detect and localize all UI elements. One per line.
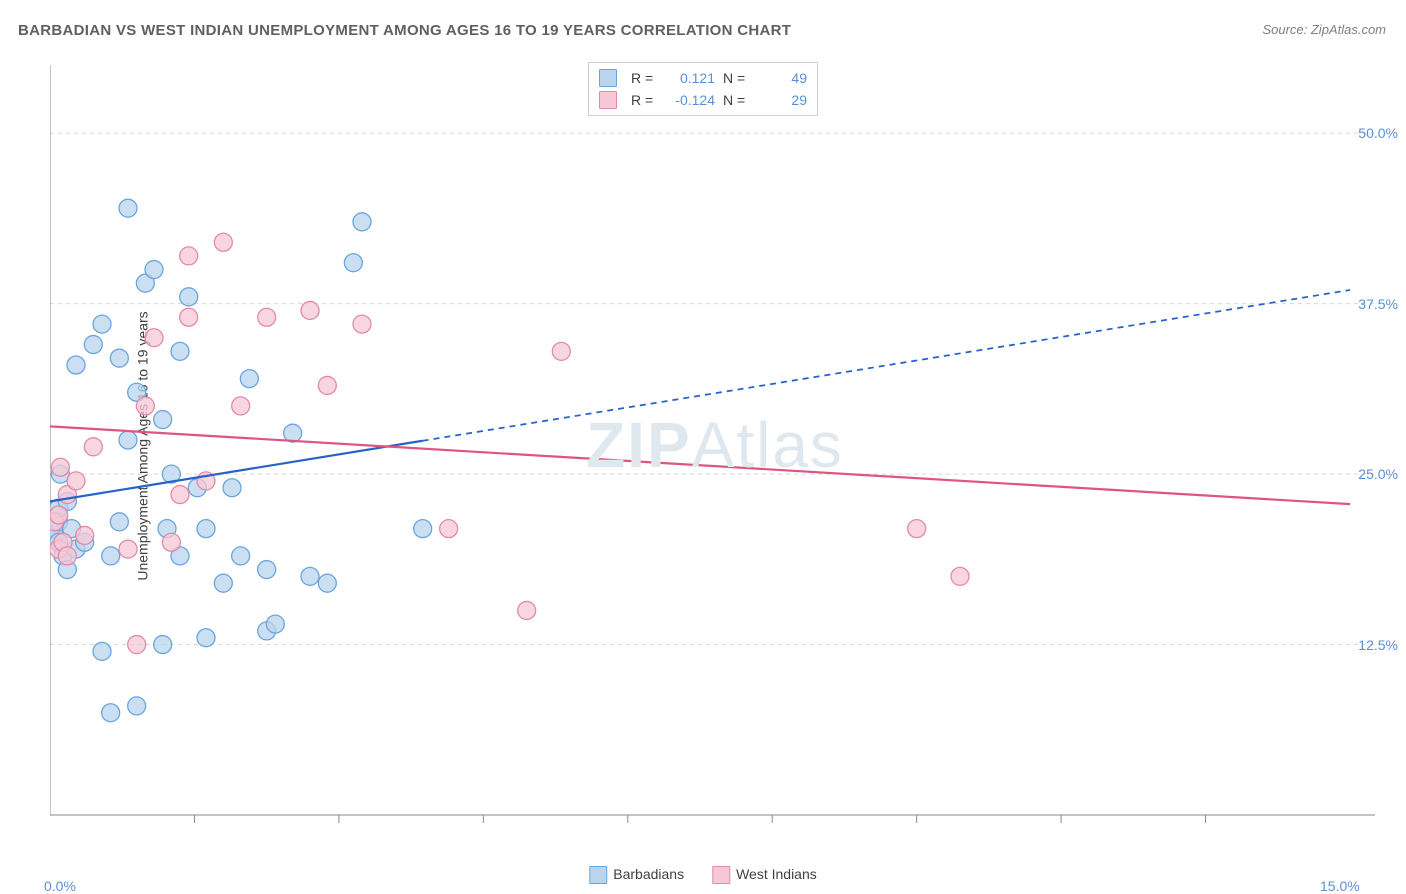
scatter-point (51, 458, 69, 476)
legend-r-value: 0.121 (665, 70, 715, 86)
legend-row: R = -0.124 N = 29 (599, 89, 807, 111)
scatter-point (93, 642, 111, 660)
scatter-point (197, 520, 215, 538)
scatter-point (232, 547, 250, 565)
scatter-point (414, 520, 432, 538)
scatter-point (119, 540, 137, 558)
trend-line-extrapolated (423, 290, 1350, 441)
scatter-point (908, 520, 926, 538)
y-tick-label: 50.0% (1358, 125, 1398, 141)
chart-title: BARBADIAN VS WEST INDIAN UNEMPLOYMENT AM… (18, 22, 791, 39)
legend-n-label: N = (723, 70, 749, 86)
scatter-point (240, 370, 258, 388)
scatter-point (145, 329, 163, 347)
scatter-point (154, 411, 172, 429)
scatter-point (214, 233, 232, 251)
scatter-point (154, 636, 172, 654)
scatter-point (180, 247, 198, 265)
scatter-point (102, 704, 120, 722)
scatter-point (258, 308, 276, 326)
correlation-legend: R = 0.121 N = 49 R = -0.124 N = 29 (588, 62, 818, 116)
legend-item: West Indians (712, 866, 817, 884)
plot-area: ZIPAtlas (50, 55, 1380, 835)
source-label: Source: ZipAtlas.com (1262, 22, 1386, 37)
series-legend: Barbadians West Indians (589, 866, 817, 884)
legend-swatch (589, 866, 607, 884)
scatter-point (50, 506, 68, 524)
scatter-point (180, 288, 198, 306)
legend-n-value: 49 (757, 70, 807, 86)
scatter-point (266, 615, 284, 633)
legend-n-value: 29 (757, 92, 807, 108)
scatter-point (76, 526, 94, 544)
legend-swatch (599, 91, 617, 109)
legend-item: Barbadians (589, 866, 684, 884)
scatter-point (232, 397, 250, 415)
legend-label: Barbadians (613, 866, 684, 882)
scatter-point (318, 376, 336, 394)
scatter-point (353, 315, 371, 333)
y-tick-label: 37.5% (1358, 296, 1398, 312)
scatter-point (58, 547, 76, 565)
legend-r-label: R = (631, 70, 657, 86)
chart-container: BARBADIAN VS WEST INDIAN UNEMPLOYMENT AM… (0, 0, 1406, 892)
scatter-point (110, 513, 128, 531)
scatter-point (162, 533, 180, 551)
scatter-point (102, 547, 120, 565)
scatter-point (171, 342, 189, 360)
legend-r-value: -0.124 (665, 92, 715, 108)
scatter-point (258, 561, 276, 579)
scatter-point (552, 342, 570, 360)
scatter-point (171, 486, 189, 504)
scatter-point (128, 697, 146, 715)
scatter-point (67, 356, 85, 374)
scatter-point (518, 601, 536, 619)
scatter-point (145, 261, 163, 279)
scatter-point (136, 397, 154, 415)
legend-n-label: N = (723, 92, 749, 108)
scatter-point (440, 520, 458, 538)
scatter-point (223, 479, 241, 497)
scatter-point (353, 213, 371, 231)
scatter-point (67, 472, 85, 490)
scatter-point (84, 336, 102, 354)
legend-r-label: R = (631, 92, 657, 108)
legend-label: West Indians (736, 866, 817, 882)
scatter-point (951, 567, 969, 585)
scatter-point (197, 629, 215, 647)
scatter-point (344, 254, 362, 272)
scatter-point (119, 431, 137, 449)
scatter-point (180, 308, 198, 326)
scatter-point (110, 349, 128, 367)
scatter-point (301, 567, 319, 585)
scatter-point (119, 199, 137, 217)
trend-line (50, 426, 1350, 504)
scatter-point (318, 574, 336, 592)
scatter-point (301, 301, 319, 319)
legend-swatch (712, 866, 730, 884)
scatter-point (84, 438, 102, 456)
chart-svg (50, 55, 1380, 835)
scatter-point (128, 636, 146, 654)
scatter-point (93, 315, 111, 333)
legend-row: R = 0.121 N = 49 (599, 67, 807, 89)
y-tick-label: 25.0% (1358, 466, 1398, 482)
scatter-point (214, 574, 232, 592)
legend-swatch (599, 69, 617, 87)
y-tick-label: 12.5% (1358, 637, 1398, 653)
